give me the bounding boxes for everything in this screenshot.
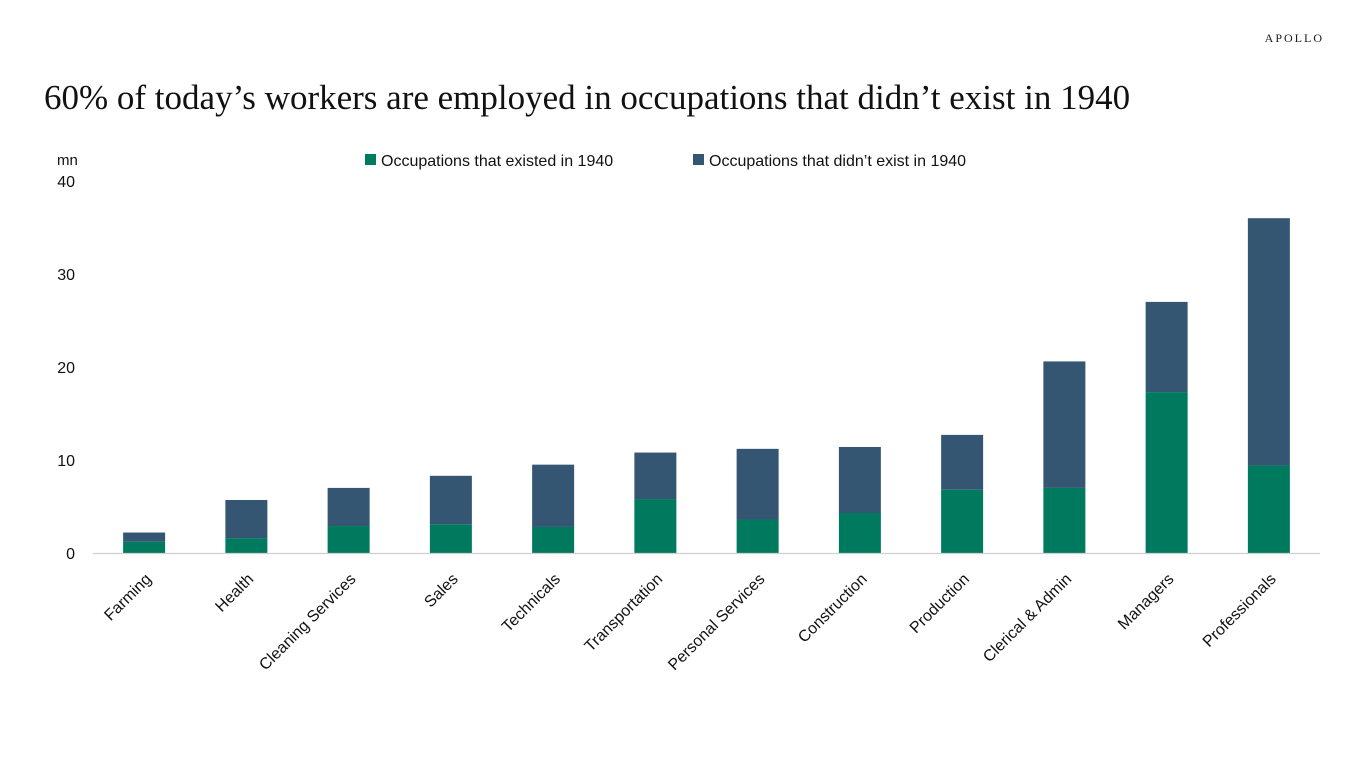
- legend-swatch: [365, 154, 376, 165]
- x-tick-label: Technicals: [499, 571, 564, 636]
- legend-label: Occupations that existed in 1940: [381, 153, 613, 170]
- bar-existed-managers: [1145, 392, 1188, 553]
- bar-existed-professionals: [1247, 465, 1290, 553]
- x-tick-label: Managers: [1115, 571, 1177, 633]
- bar-existed-production: [941, 489, 984, 553]
- legend-label: Occupations that didn’t exist in 1940: [709, 153, 966, 170]
- bar-new-professionals: [1247, 218, 1290, 466]
- bar-existed-technicals: [532, 526, 575, 553]
- y-tick-label: 30: [57, 267, 75, 284]
- chart-legend: Occupations that existed in 1940 Occupati…: [365, 153, 966, 170]
- y-tick-label: 40: [57, 174, 75, 191]
- bar-existed-cleaning-services: [327, 526, 370, 553]
- bar-new-clerical-admin: [1043, 361, 1086, 488]
- bars-group: [123, 218, 1290, 553]
- x-tick-label: Clerical & Admin: [980, 571, 1075, 666]
- bar-new-construction: [838, 446, 881, 514]
- bar-new-sales: [429, 475, 472, 525]
- y-axis-unit-label: mn: [57, 152, 78, 169]
- x-tick-label: Construction: [795, 571, 871, 647]
- bar-new-farming: [123, 532, 166, 542]
- bar-new-personal-services: [736, 448, 779, 520]
- y-tick-label: 20: [57, 360, 75, 377]
- x-tick-label: Professionals: [1200, 571, 1280, 651]
- bar-new-transportation: [634, 452, 677, 500]
- bar-existed-farming: [123, 541, 166, 553]
- x-axis-labels: Farming Health Cleaning Services Sales Techn…: [101, 571, 1279, 674]
- bar-new-managers: [1145, 301, 1188, 393]
- y-tick-label: 10: [57, 453, 75, 470]
- x-tick-label: Transportation: [582, 571, 667, 656]
- bar-existed-sales: [429, 524, 472, 553]
- x-tick-label: Sales: [421, 571, 461, 611]
- y-tick-label: 0: [66, 546, 75, 563]
- brand-logo: APOLLO: [1264, 31, 1324, 45]
- x-tick-label: Health: [212, 571, 257, 616]
- bar-existed-transportation: [634, 499, 677, 553]
- y-axis-ticks: 0 10 20 30 40: [57, 174, 75, 563]
- page-title: 60% of today’s workers are employed in o…: [44, 78, 1131, 117]
- x-tick-label: Farming: [101, 571, 155, 625]
- x-tick-label: Production: [907, 571, 973, 637]
- bar-existed-personal-services: [736, 519, 779, 553]
- bar-new-cleaning-services: [327, 487, 370, 527]
- bar-new-production: [941, 434, 984, 490]
- bar-new-health: [225, 499, 268, 539]
- bar-new-technicals: [532, 464, 575, 527]
- bar-existed-clerical-admin: [1043, 487, 1086, 553]
- bar-existed-health: [225, 538, 268, 553]
- legend-swatch: [693, 154, 704, 165]
- x-tick-label: Personal Services: [665, 571, 768, 674]
- bar-existed-construction: [838, 513, 881, 553]
- x-tick-label: Cleaning Services: [256, 571, 359, 674]
